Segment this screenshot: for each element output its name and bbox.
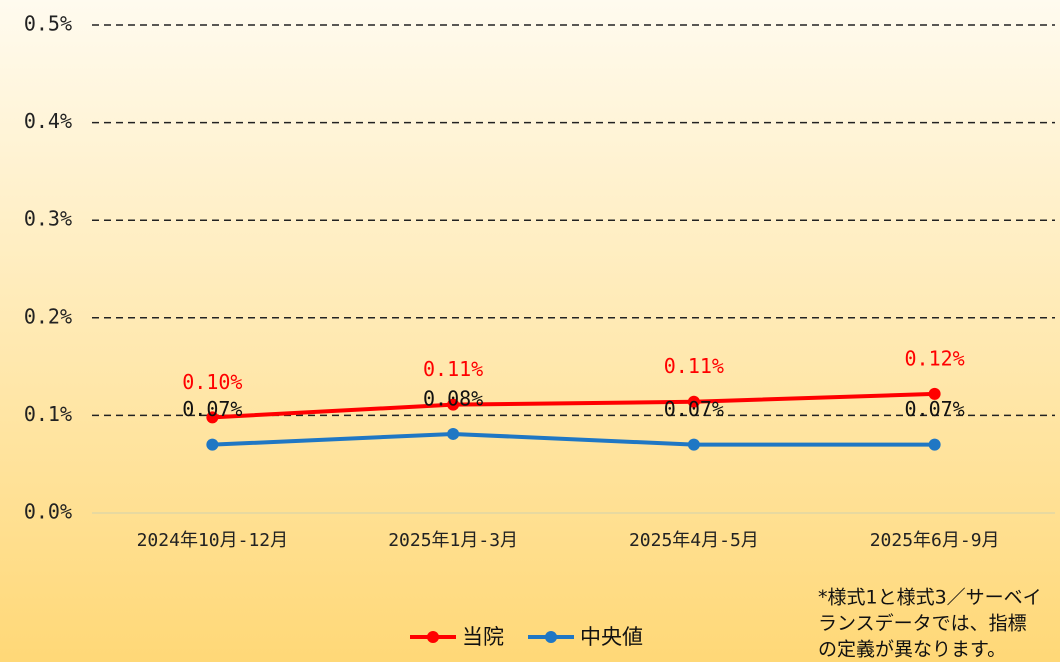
- data-point: [928, 438, 941, 451]
- data-label: 0.10%: [182, 370, 242, 394]
- data-point: [447, 427, 460, 440]
- data-point: [928, 387, 941, 400]
- data-point: [206, 411, 219, 424]
- legend-marker: [427, 631, 439, 643]
- y-tick-label: 0.3%: [24, 207, 72, 231]
- legend-label: 中央値: [580, 625, 643, 649]
- series-line: [212, 391, 935, 420]
- y-tick-label: 0.1%: [24, 402, 72, 426]
- y-tick-label: 0.4%: [24, 109, 72, 133]
- x-tick-label: 2024年10月-12月: [137, 530, 289, 551]
- x-tick-label: 2025年6月-9月: [870, 530, 1000, 551]
- data-label: 0.07%: [664, 397, 724, 421]
- data-label: 0.11%: [423, 357, 483, 381]
- legend-label: 当院: [462, 625, 504, 649]
- data-label: 0.07%: [905, 397, 965, 421]
- legend-marker: [545, 631, 557, 643]
- note: の定義が異なります。: [818, 639, 1006, 661]
- note: ランスデータでは、指標: [818, 613, 1027, 635]
- x-tick-label: 2025年4月-5月: [629, 530, 759, 551]
- series-line: [212, 431, 935, 447]
- data-point: [687, 438, 700, 451]
- data-label: 0.08%: [423, 386, 483, 410]
- data-label: 0.12%: [905, 346, 965, 370]
- y-tick-label: 0.0%: [24, 500, 72, 524]
- data-label: 0.11%: [664, 354, 724, 378]
- y-tick-label: 0.2%: [24, 304, 72, 328]
- x-tick-label: 2025年1月-3月: [388, 530, 518, 551]
- y-tick-label: 0.5%: [24, 12, 72, 36]
- data-point: [447, 398, 460, 411]
- data-point: [206, 438, 219, 451]
- data-label: 0.07%: [182, 397, 242, 421]
- note: *様式1と様式3／サーベイ: [818, 587, 1042, 609]
- data-point: [687, 395, 700, 408]
